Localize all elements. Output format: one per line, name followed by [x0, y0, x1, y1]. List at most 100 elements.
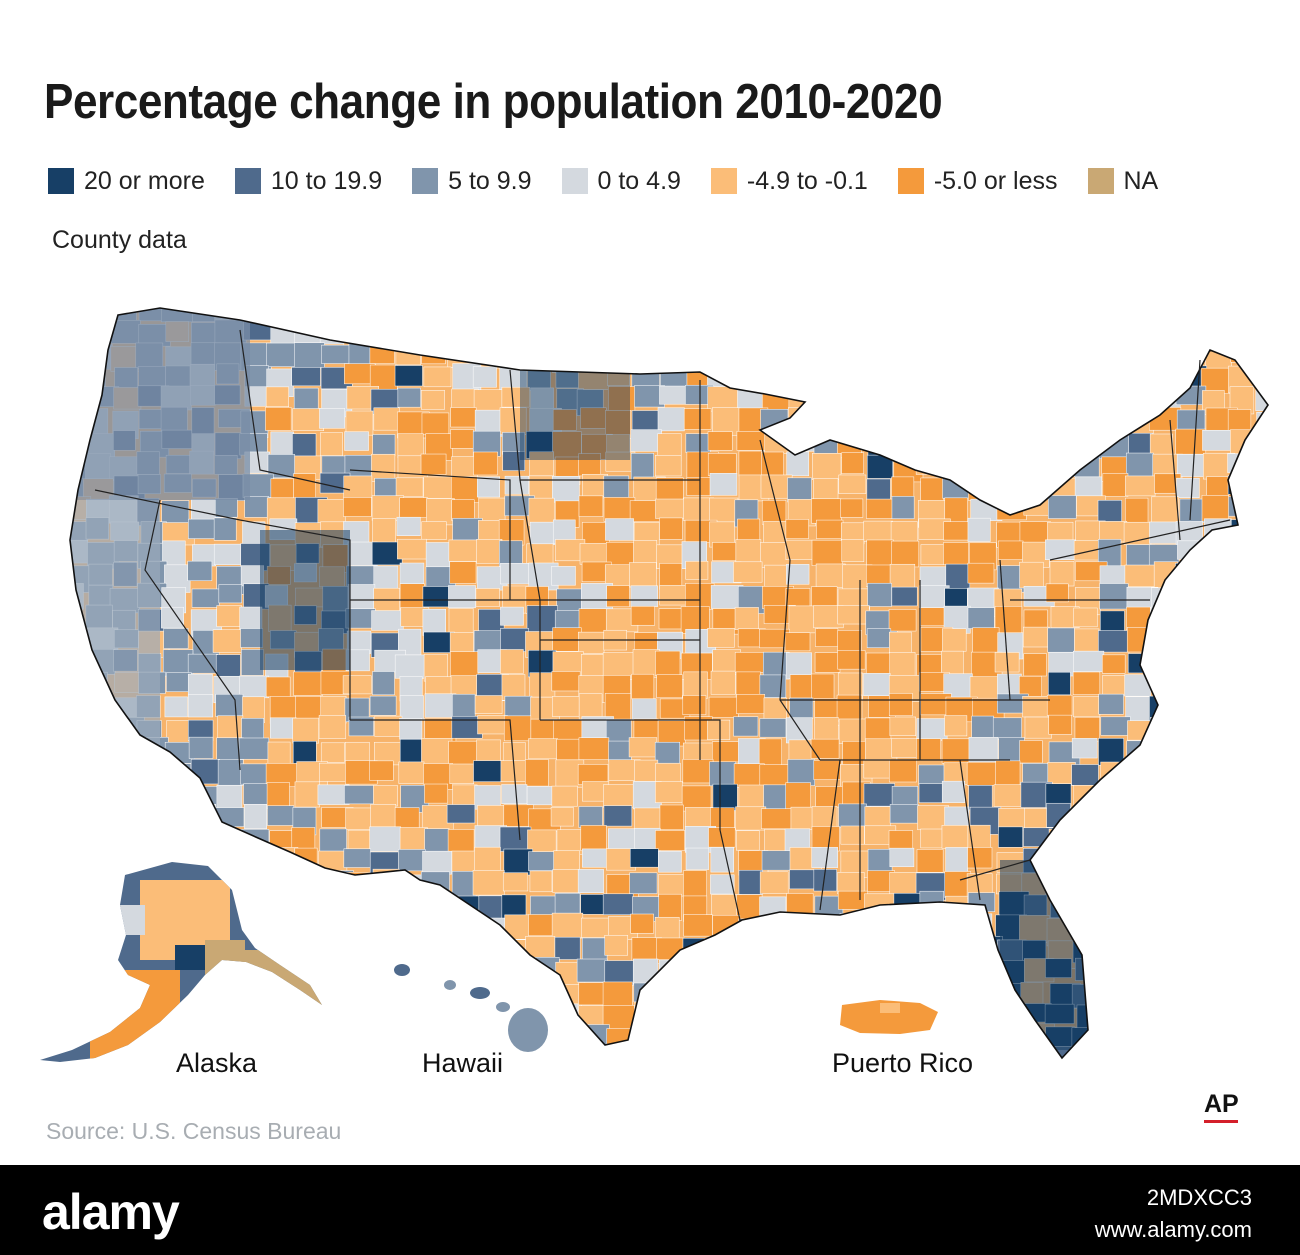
county-cell — [1176, 1028, 1203, 1056]
county-cell — [685, 847, 710, 870]
county-cell — [785, 782, 811, 811]
county-cell — [397, 915, 427, 940]
county-cell — [1073, 607, 1098, 628]
county-cell — [1255, 827, 1268, 849]
footer-brand: alamy — [42, 1184, 180, 1240]
county-cell — [944, 871, 971, 898]
county-cell — [943, 521, 969, 541]
county-cell — [1149, 826, 1180, 847]
county-cell — [293, 1072, 320, 1090]
county-cell — [789, 697, 814, 719]
county-cell — [941, 825, 969, 849]
county-cell — [914, 363, 946, 390]
county-cell — [891, 959, 922, 981]
county-cell — [477, 715, 508, 735]
county-cell — [550, 807, 574, 827]
county-cell — [1204, 1006, 1234, 1030]
county-cell — [1098, 869, 1132, 889]
legend-swatch — [1087, 168, 1114, 194]
county-cell — [82, 871, 113, 892]
county-cell — [710, 874, 735, 895]
county-cell — [786, 717, 813, 744]
county-cell — [996, 433, 1029, 454]
county-cell — [789, 308, 821, 325]
county-cell — [1176, 957, 1209, 981]
county-cell — [863, 520, 893, 542]
county-cell — [374, 936, 398, 964]
county-cell — [1127, 720, 1157, 741]
county-cell — [1098, 630, 1130, 653]
county-cell — [577, 318, 609, 348]
county-cell — [421, 521, 447, 540]
county-cell — [346, 565, 379, 587]
state-borders — [94, 329, 1231, 921]
county-cell — [943, 542, 969, 565]
county-cell — [552, 869, 580, 893]
county-cell — [630, 1026, 661, 1052]
county-cell — [917, 323, 941, 346]
county-cell — [265, 1001, 292, 1023]
county-cell — [734, 1068, 759, 1090]
footer-image-id: 2MDXCC3 — [1146, 1185, 1252, 1210]
county-cell — [655, 650, 681, 676]
county-cell — [1151, 873, 1179, 894]
county-cell — [345, 940, 375, 969]
county-cell — [814, 343, 845, 366]
county-cell — [1233, 1067, 1265, 1090]
county-cell — [1254, 583, 1268, 609]
county-cell — [1102, 473, 1129, 497]
county-cell — [397, 308, 423, 321]
county-cell — [866, 498, 896, 519]
county-cell — [369, 893, 398, 918]
county-cell — [997, 364, 1022, 389]
county-cell — [577, 869, 604, 893]
county-cell — [759, 896, 787, 925]
county-cell — [629, 872, 658, 894]
county-cell — [1180, 848, 1207, 875]
county-cell — [995, 322, 1026, 343]
county-cell — [1152, 1045, 1185, 1058]
county-cell — [527, 318, 557, 339]
county-cell — [1228, 913, 1253, 943]
county-cell — [317, 499, 346, 526]
county-cell — [321, 1070, 348, 1090]
county-cell — [1073, 696, 1101, 718]
county-cell — [682, 695, 707, 716]
county-cell — [291, 367, 321, 387]
county-cell — [291, 869, 321, 896]
county-cell — [920, 407, 949, 433]
county-cell — [161, 763, 192, 791]
county-cell — [1202, 829, 1235, 852]
county-cell — [291, 893, 317, 915]
county-cell — [941, 962, 965, 988]
county-cell — [760, 1027, 784, 1047]
county-cell — [1228, 583, 1253, 610]
county-cell — [710, 670, 736, 695]
county-cell — [424, 783, 449, 804]
county-cell — [970, 308, 999, 330]
county-cell — [943, 451, 974, 473]
county-cell — [1228, 565, 1253, 589]
county-cell — [917, 939, 948, 960]
watermark-footer: alamy 2MDXCC3 www.alamy.com — [0, 1165, 1300, 1255]
county-cell — [941, 650, 964, 676]
county-cell — [760, 939, 787, 961]
county-cell — [270, 873, 296, 899]
county-cell — [711, 980, 739, 1004]
county-cell — [816, 519, 844, 539]
county-cell — [343, 848, 371, 868]
county-cell — [815, 628, 839, 647]
county-cell — [1048, 671, 1071, 696]
county-cell — [1179, 308, 1206, 321]
county-cell — [580, 825, 607, 852]
county-cell — [1176, 825, 1201, 853]
county-cell — [995, 1044, 1028, 1058]
county-cell — [811, 826, 840, 852]
county-cell — [449, 561, 477, 584]
county-cell — [654, 916, 680, 942]
county-cell — [920, 544, 945, 565]
county-cell — [760, 542, 790, 568]
county-cell — [1200, 539, 1233, 564]
county-cell — [812, 453, 842, 480]
county-cell — [786, 564, 810, 585]
